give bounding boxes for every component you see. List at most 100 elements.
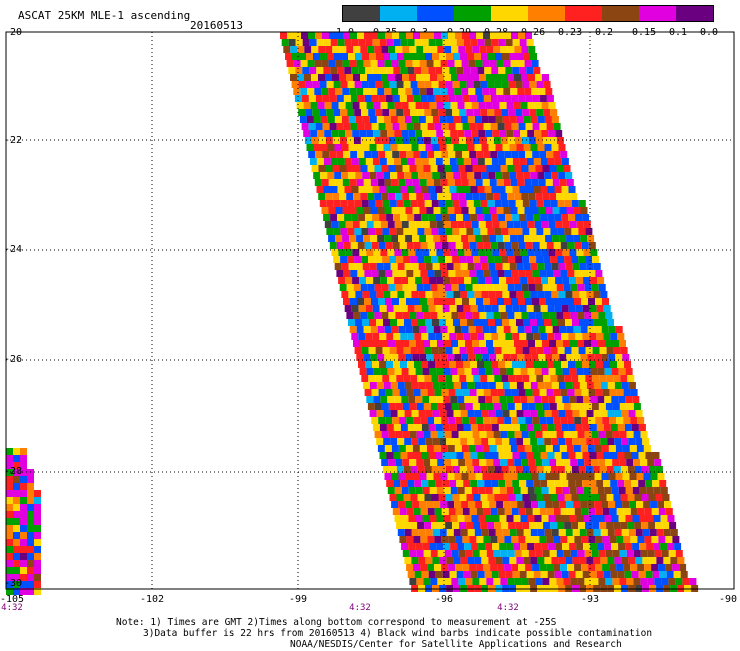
swath-cell — [374, 431, 382, 438]
swath-cell — [391, 235, 399, 242]
swath-cell — [488, 53, 495, 60]
swath-cell — [542, 578, 550, 585]
note-line-1: Note: 1) Times are GMT 2)Times along bot… — [116, 617, 557, 628]
swath-cell — [491, 158, 499, 165]
swath-cell — [647, 550, 655, 557]
swath-cell — [511, 564, 519, 571]
swath-cell — [407, 571, 415, 578]
swath-cell — [383, 291, 391, 298]
swath-cell — [377, 445, 385, 452]
swath-cell — [462, 417, 470, 424]
swath-cell — [648, 466, 656, 473]
swath-cell — [662, 522, 670, 529]
swath-cell — [565, 172, 573, 179]
swath-cell — [530, 116, 538, 123]
swath-cell — [517, 501, 525, 508]
swath-cell — [482, 235, 490, 242]
swath-cell — [381, 74, 388, 81]
swath-cell — [397, 172, 405, 179]
swath-cell — [490, 95, 498, 102]
swath-cell — [417, 109, 425, 116]
swath-cell — [492, 487, 500, 494]
swath-cell — [600, 291, 608, 298]
swath-cell — [450, 277, 458, 284]
swath-cell — [366, 102, 374, 109]
swath-cell — [607, 557, 615, 564]
swath-cell — [643, 473, 651, 480]
swath-cell — [598, 550, 606, 557]
swath-cell — [479, 46, 487, 53]
swath-cell — [490, 298, 497, 305]
swath-cell — [581, 270, 589, 277]
swath-cell — [415, 487, 423, 494]
swath-cell — [560, 298, 567, 305]
swath-cell — [572, 410, 580, 417]
swath-cell — [388, 165, 396, 172]
swath-cell — [347, 109, 355, 116]
swath-cell — [355, 172, 363, 179]
swath-cell — [546, 270, 554, 277]
swath-cell — [574, 270, 582, 277]
swath-cell — [529, 466, 537, 473]
swath-cell — [451, 284, 459, 291]
swath-cell — [338, 102, 346, 109]
swath-cell — [521, 312, 529, 319]
swath-cell — [501, 375, 509, 382]
swath-cell — [417, 228, 425, 235]
swath-cell — [20, 574, 27, 581]
swath-cell — [579, 557, 587, 564]
swath-cell — [442, 571, 450, 578]
swath-cell — [356, 60, 364, 67]
swath-cell — [401, 543, 409, 550]
swath-cell — [473, 522, 481, 529]
swath-cell — [329, 32, 336, 39]
swath-cell — [656, 529, 664, 536]
swath-cell — [430, 165, 438, 172]
swath-cell — [565, 529, 573, 536]
swath-cell — [605, 312, 613, 319]
swath-cell — [645, 571, 653, 578]
swath-cell — [409, 578, 417, 585]
swath-cell — [507, 284, 515, 291]
swath-cell — [569, 396, 577, 403]
swath-cell — [357, 95, 365, 102]
swath-cell — [507, 193, 515, 200]
swath-cell — [528, 578, 536, 585]
swath-cell — [451, 312, 459, 319]
swath-cell — [387, 102, 395, 109]
swath-cell — [386, 424, 394, 431]
swath-cell — [294, 95, 302, 102]
swath-cell — [467, 172, 475, 179]
swath-cell — [358, 361, 365, 368]
swath-cell — [6, 462, 13, 469]
swath-cell — [492, 543, 500, 550]
swath-cell — [350, 151, 358, 158]
swath-cell — [502, 382, 510, 389]
swath-cell — [545, 235, 553, 242]
swath-cell — [466, 522, 474, 529]
swath-cell — [372, 39, 380, 46]
swath-cell — [674, 543, 682, 550]
swath-cell — [413, 417, 421, 424]
swath-cell — [401, 130, 409, 137]
swath-cell — [509, 438, 517, 445]
swath-cell — [526, 67, 534, 74]
swath-cell — [546, 417, 554, 424]
swath-cell — [343, 95, 351, 102]
swath-cell — [406, 242, 414, 249]
swath-cell — [433, 235, 441, 242]
swath-cell — [538, 445, 546, 452]
swath-cell — [505, 333, 513, 340]
swath-cell — [558, 529, 566, 536]
swath-cell — [535, 312, 543, 319]
swath-cell — [513, 249, 521, 256]
swath-cell — [470, 186, 478, 193]
swath-cell — [402, 46, 410, 53]
swath-cell — [402, 193, 410, 200]
swath-cell — [317, 102, 325, 109]
swath-cell — [389, 200, 397, 207]
swath-cell — [499, 515, 507, 522]
swath-cell — [439, 382, 447, 389]
swath-cell — [618, 368, 626, 375]
swath-cell — [502, 263, 510, 270]
